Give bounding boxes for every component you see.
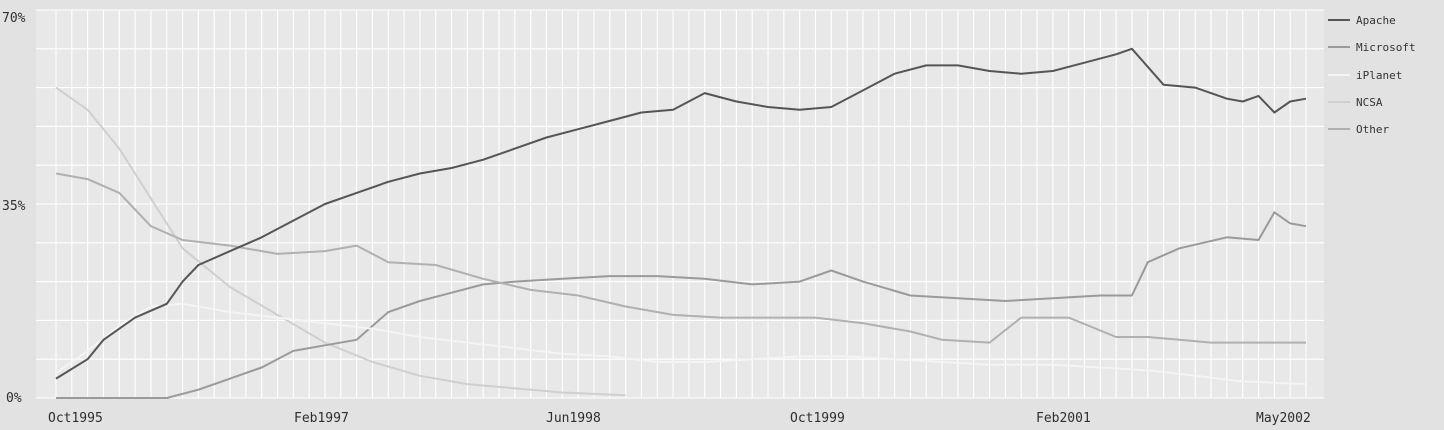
x-tick-label: Jun1998 (546, 411, 601, 426)
x-axis: Oct1995 Feb1997 Jun1998 Oct1999 Feb2001 … (48, 411, 1311, 426)
series-line-ncsa (55, 86, 626, 397)
series-lines (55, 47, 1307, 399)
series-line-apache (55, 47, 1307, 380)
x-tick-label: Oct1999 (790, 411, 845, 426)
legend-label-apache: Apache (1356, 14, 1396, 27)
legend-label-iplanet: iPlanet (1356, 69, 1402, 82)
x-tick-label: Feb1997 (294, 411, 349, 426)
x-tick-label: Feb2001 (1036, 411, 1091, 426)
legend-label-ncsa: NCSA (1356, 96, 1383, 109)
y-axis: 70% 35% 0% (2, 11, 26, 406)
series-line-iplanet (55, 302, 1307, 386)
y-tick-label: 70% (2, 11, 26, 26)
series-line-microsoft (56, 211, 1307, 399)
y-tick-label: 35% (2, 199, 26, 214)
y-tick-label: 0% (6, 391, 22, 406)
legend-label-other: Other (1356, 123, 1389, 136)
legend-label-microsoft: Microsoft (1356, 41, 1416, 54)
x-tick-label: May2002 (1256, 411, 1311, 426)
series-line-other (55, 172, 1306, 344)
grid (36, 9, 1324, 399)
x-tick-label: Oct1995 (48, 411, 103, 426)
legend: Apache Microsoft iPlanet NCSA Other (1328, 14, 1416, 136)
